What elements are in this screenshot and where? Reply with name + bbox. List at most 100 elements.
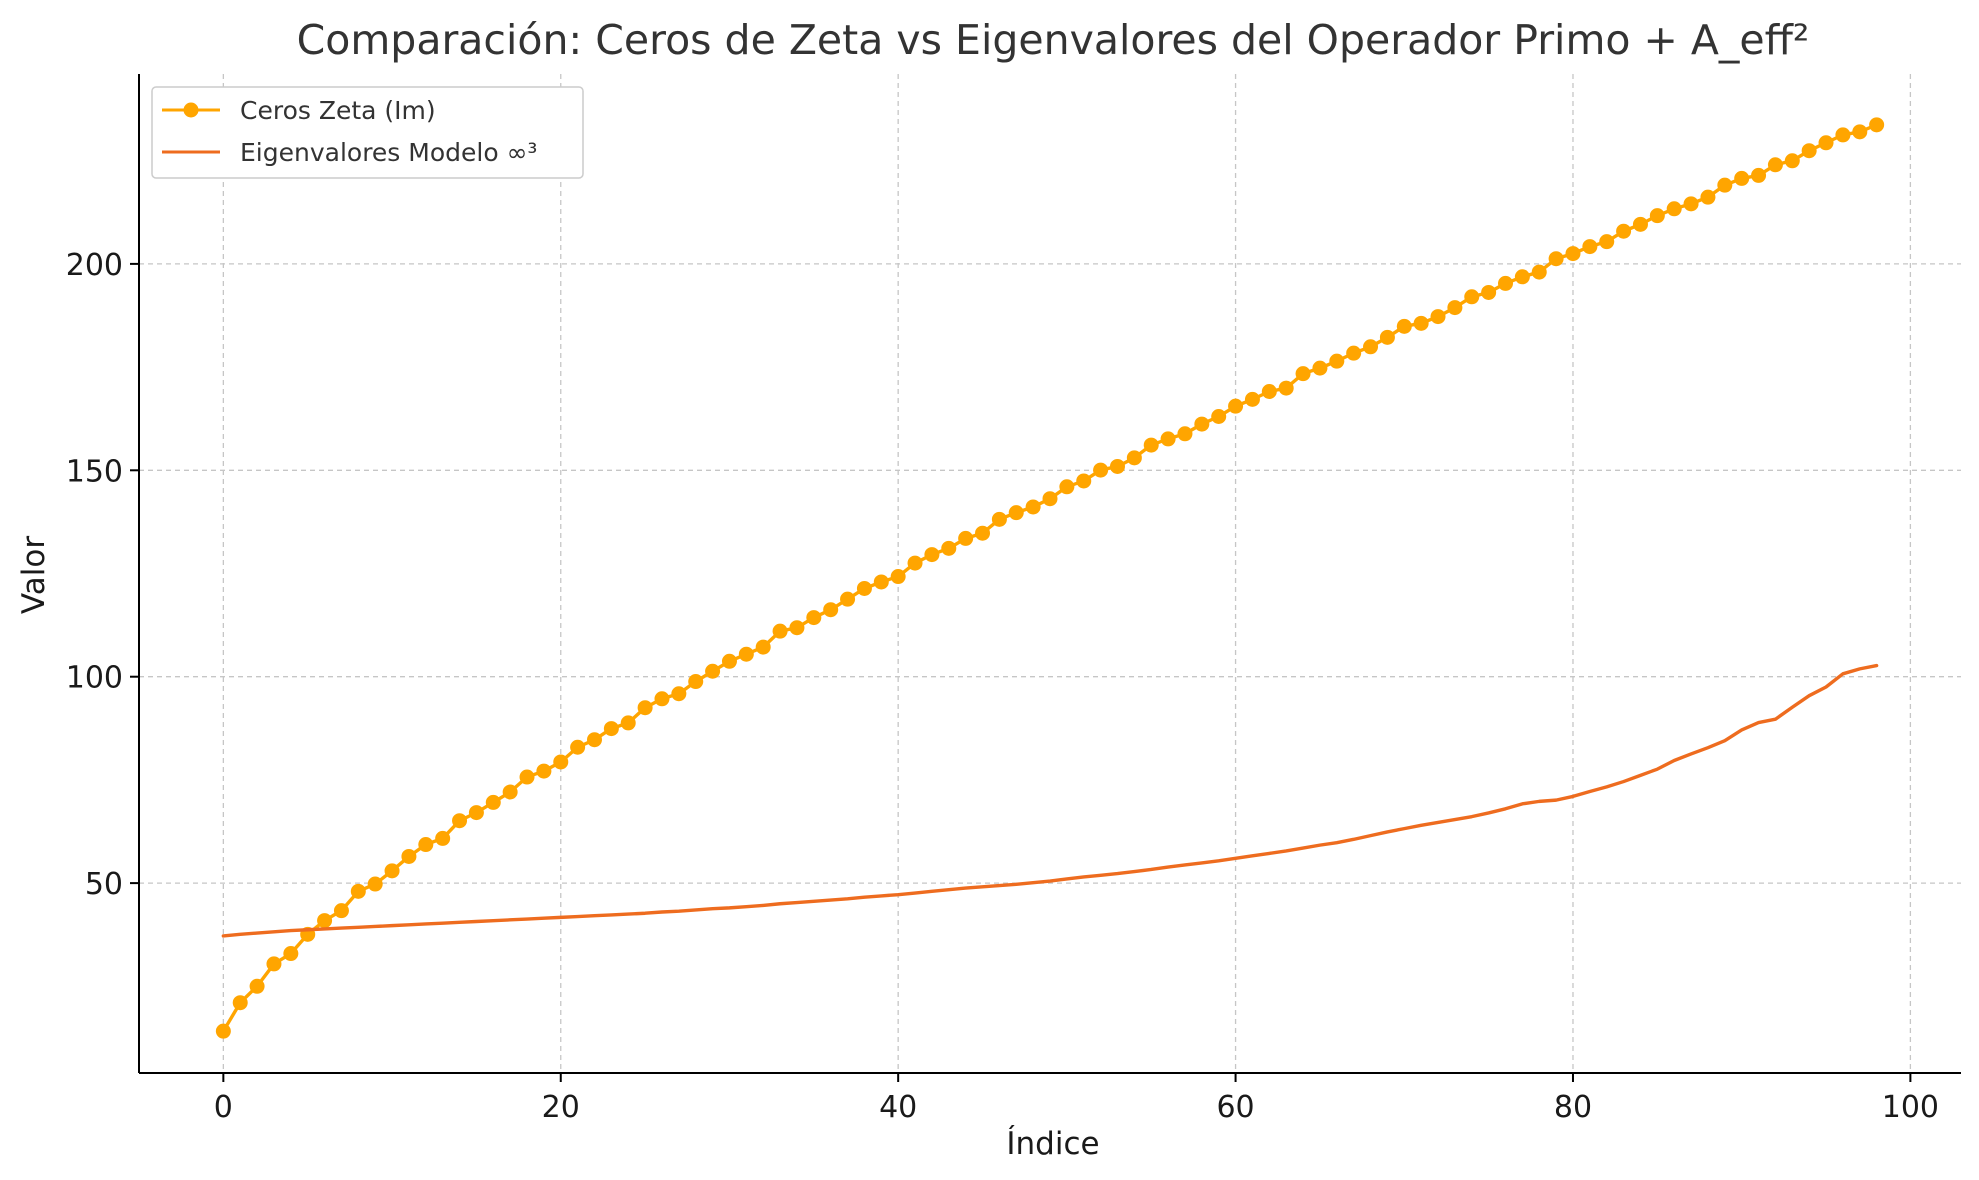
x-tick-label: 60 bbox=[1216, 1090, 1254, 1125]
data-point bbox=[755, 639, 771, 655]
data-point bbox=[1076, 473, 1092, 489]
x-tick-label: 80 bbox=[1554, 1090, 1592, 1125]
data-point bbox=[1211, 409, 1227, 425]
data-point bbox=[907, 555, 923, 571]
data-point bbox=[991, 511, 1007, 527]
data-point bbox=[1734, 170, 1750, 186]
data-point bbox=[1548, 251, 1564, 267]
series-line-1 bbox=[221, 663, 1879, 938]
data-point bbox=[958, 530, 974, 546]
legend-box bbox=[151, 86, 584, 179]
legend: Ceros Zeta (Im) Eigenvalores Modelo ∞³ bbox=[151, 86, 584, 179]
y-tick-label: 100 bbox=[66, 661, 123, 696]
chart-title: Comparación: Ceros de Zeta vs Eigenvalor… bbox=[297, 16, 1810, 64]
data-point bbox=[688, 674, 704, 690]
data-point bbox=[1599, 234, 1615, 250]
data-point bbox=[637, 700, 653, 716]
data-point bbox=[418, 837, 434, 853]
data-point bbox=[823, 602, 839, 618]
data-point bbox=[1869, 117, 1885, 133]
data-point bbox=[772, 623, 788, 639]
data-point bbox=[1616, 223, 1632, 239]
x-tick-label: 20 bbox=[542, 1090, 580, 1125]
data-point bbox=[1329, 353, 1345, 369]
data-point bbox=[232, 995, 248, 1011]
data-point bbox=[283, 946, 299, 962]
y-tick-label: 50 bbox=[85, 867, 123, 902]
data-point bbox=[1126, 450, 1142, 466]
data-point bbox=[333, 903, 349, 919]
data-point bbox=[620, 715, 636, 731]
data-point bbox=[1632, 216, 1648, 232]
data-point bbox=[1160, 431, 1176, 447]
data-point bbox=[1228, 398, 1244, 414]
data-point bbox=[873, 574, 889, 590]
data-point bbox=[705, 663, 721, 679]
legend-label-eigen: Eigenvalores Modelo ∞³ bbox=[240, 138, 537, 167]
data-point bbox=[1481, 284, 1497, 300]
data-point bbox=[1565, 246, 1581, 262]
data-point bbox=[1717, 177, 1733, 193]
grid-layer bbox=[139, 74, 1961, 1073]
data-point bbox=[1498, 275, 1513, 291]
data-point bbox=[1464, 289, 1480, 305]
data-point bbox=[738, 646, 754, 662]
data-point bbox=[806, 610, 822, 626]
data-point bbox=[1025, 499, 1041, 515]
data-point bbox=[553, 754, 569, 770]
data-point bbox=[1261, 383, 1277, 399]
y-axis-title: Valor bbox=[16, 536, 52, 614]
data-point bbox=[941, 540, 957, 556]
data-point bbox=[317, 913, 333, 929]
data-point bbox=[502, 784, 518, 800]
data-point bbox=[1295, 366, 1311, 382]
series-line-0 bbox=[221, 123, 1879, 1033]
data-point bbox=[587, 732, 602, 748]
data-point bbox=[1177, 426, 1193, 442]
data-point bbox=[1396, 318, 1412, 334]
x-tick-label: 100 bbox=[1882, 1090, 1939, 1125]
data-point bbox=[1835, 127, 1851, 143]
data-point bbox=[1784, 153, 1800, 169]
x-axis-title: Índice bbox=[1006, 1126, 1099, 1162]
data-point bbox=[249, 978, 265, 994]
legend-marker-zeta bbox=[183, 102, 199, 118]
data-point bbox=[1042, 491, 1058, 507]
data-point bbox=[1683, 196, 1699, 212]
data-point bbox=[1582, 239, 1598, 255]
data-point bbox=[1059, 479, 1075, 495]
data-point bbox=[1430, 309, 1446, 325]
data-point bbox=[1109, 458, 1125, 474]
data-point bbox=[266, 956, 282, 972]
data-point bbox=[1801, 143, 1817, 159]
data-point bbox=[350, 883, 366, 899]
data-point bbox=[1194, 416, 1210, 432]
data-point bbox=[1379, 329, 1395, 345]
data-point bbox=[570, 739, 586, 755]
data-point bbox=[1093, 462, 1109, 478]
data-point bbox=[435, 830, 451, 846]
data-point bbox=[401, 848, 417, 864]
data-point bbox=[1143, 437, 1159, 453]
data-point bbox=[367, 876, 383, 892]
data-point bbox=[1700, 189, 1716, 205]
series-layer bbox=[215, 117, 1885, 1039]
legend-label-zeta: Ceros Zeta (Im) bbox=[240, 96, 436, 125]
data-point bbox=[975, 525, 991, 541]
data-point bbox=[1649, 208, 1665, 224]
data-point bbox=[384, 863, 400, 879]
data-point bbox=[1008, 505, 1024, 521]
data-point bbox=[1447, 300, 1463, 316]
data-point bbox=[536, 763, 552, 779]
data-point bbox=[654, 691, 670, 707]
data-point bbox=[1244, 391, 1260, 407]
data-point bbox=[890, 569, 906, 585]
data-point bbox=[1413, 315, 1429, 331]
data-point bbox=[1531, 264, 1547, 280]
data-point bbox=[215, 1023, 231, 1039]
data-point bbox=[1852, 124, 1868, 140]
y-tick-label: 200 bbox=[66, 248, 123, 283]
y-tick-label: 150 bbox=[66, 454, 123, 489]
